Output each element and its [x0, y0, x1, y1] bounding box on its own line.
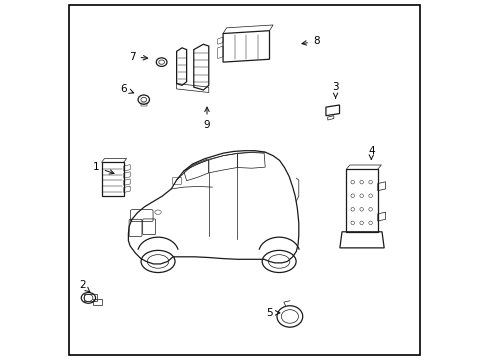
Text: 1: 1	[93, 162, 114, 174]
Text: 2: 2	[79, 280, 90, 292]
Text: 8: 8	[302, 36, 319, 46]
Text: 3: 3	[332, 82, 338, 98]
Text: 7: 7	[129, 52, 147, 62]
Text: 4: 4	[367, 147, 374, 159]
Text: 6: 6	[120, 84, 133, 94]
Text: 9: 9	[203, 107, 210, 130]
Text: 5: 5	[266, 308, 279, 318]
